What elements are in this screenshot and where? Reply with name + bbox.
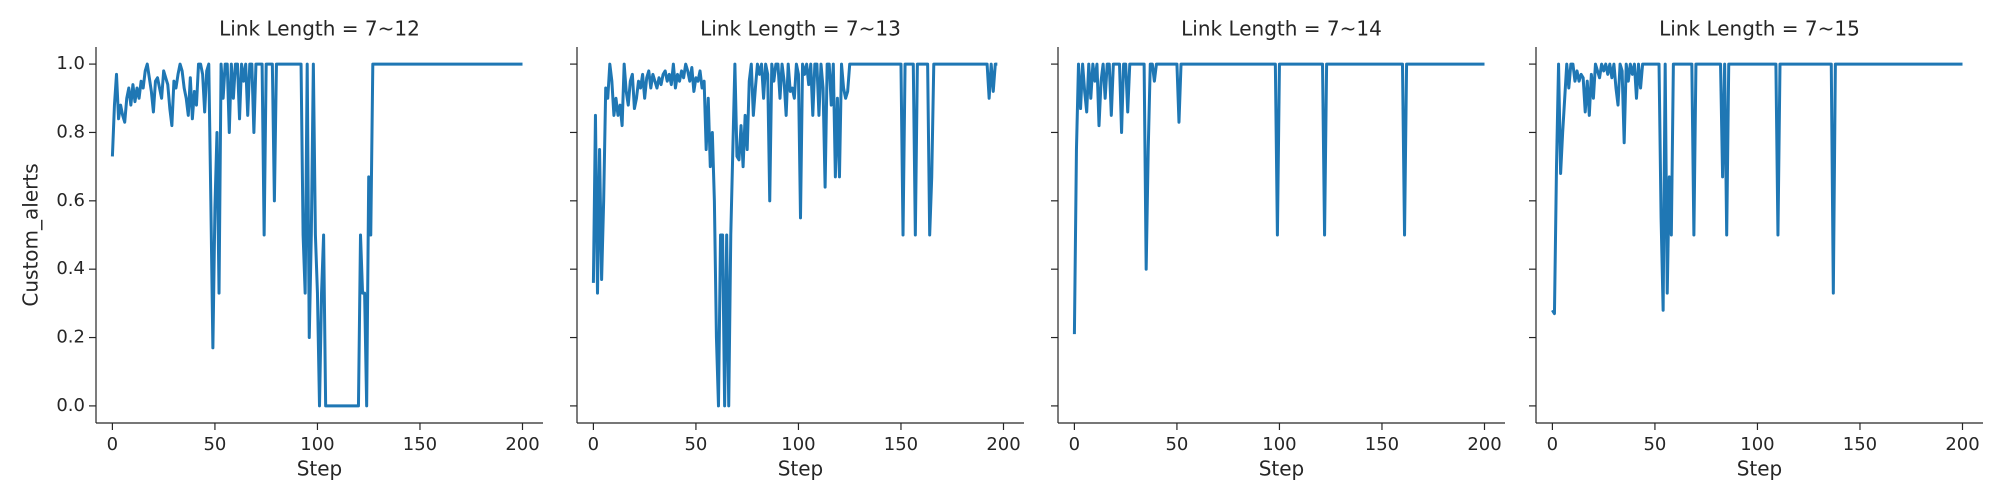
x-axis-label: Step (778, 457, 824, 481)
x-axis-label: Step (1259, 457, 1305, 481)
y-tick-label: 0.6 (56, 190, 85, 211)
x-tick-label: 150 (1843, 434, 1877, 455)
x-tick-label: 150 (884, 434, 918, 455)
x-tick-label: 100 (1740, 434, 1774, 455)
data-line (110, 62, 523, 408)
y-tick-label: 0.8 (56, 121, 85, 142)
x-tick-label: 50 (1643, 434, 1666, 455)
x-tick-label: 200 (986, 434, 1020, 455)
y-axis-label: Custom_alerts (19, 163, 43, 306)
panel-title: Link Length = 7~13 (700, 17, 901, 41)
y-tick-label: 0.2 (56, 327, 85, 348)
data-line (1551, 62, 1963, 316)
x-tick-label: 100 (781, 434, 815, 455)
y-tick-label: 0.4 (56, 258, 85, 279)
data-line (591, 62, 998, 408)
data-line (1072, 62, 1485, 335)
x-tick-label: 0 (1069, 434, 1080, 455)
panel-title: Link Length = 7~15 (1659, 17, 1860, 41)
y-tick-label: 1.0 (56, 53, 85, 74)
x-tick-label: 50 (684, 434, 707, 455)
x-tick-label: 0 (1547, 434, 1558, 455)
x-tick-label: 150 (1365, 434, 1399, 455)
x-tick-label: 200 (1945, 434, 1979, 455)
x-tick-label: 200 (505, 434, 539, 455)
x-tick-label: 100 (1262, 434, 1296, 455)
x-tick-label: 150 (403, 434, 437, 455)
x-axis-label: Step (297, 457, 343, 481)
panel-title: Link Length = 7~14 (1181, 17, 1382, 41)
x-tick-label: 200 (1467, 434, 1501, 455)
x-tick-label: 0 (107, 434, 118, 455)
x-tick-label: 100 (300, 434, 334, 455)
x-axis-label: Step (1737, 457, 1783, 481)
x-tick-label: 50 (1165, 434, 1188, 455)
y-tick-label: 0.0 (56, 395, 85, 416)
x-tick-label: 0 (588, 434, 599, 455)
x-tick-label: 50 (203, 434, 226, 455)
panel-title: Link Length = 7~12 (219, 17, 420, 41)
